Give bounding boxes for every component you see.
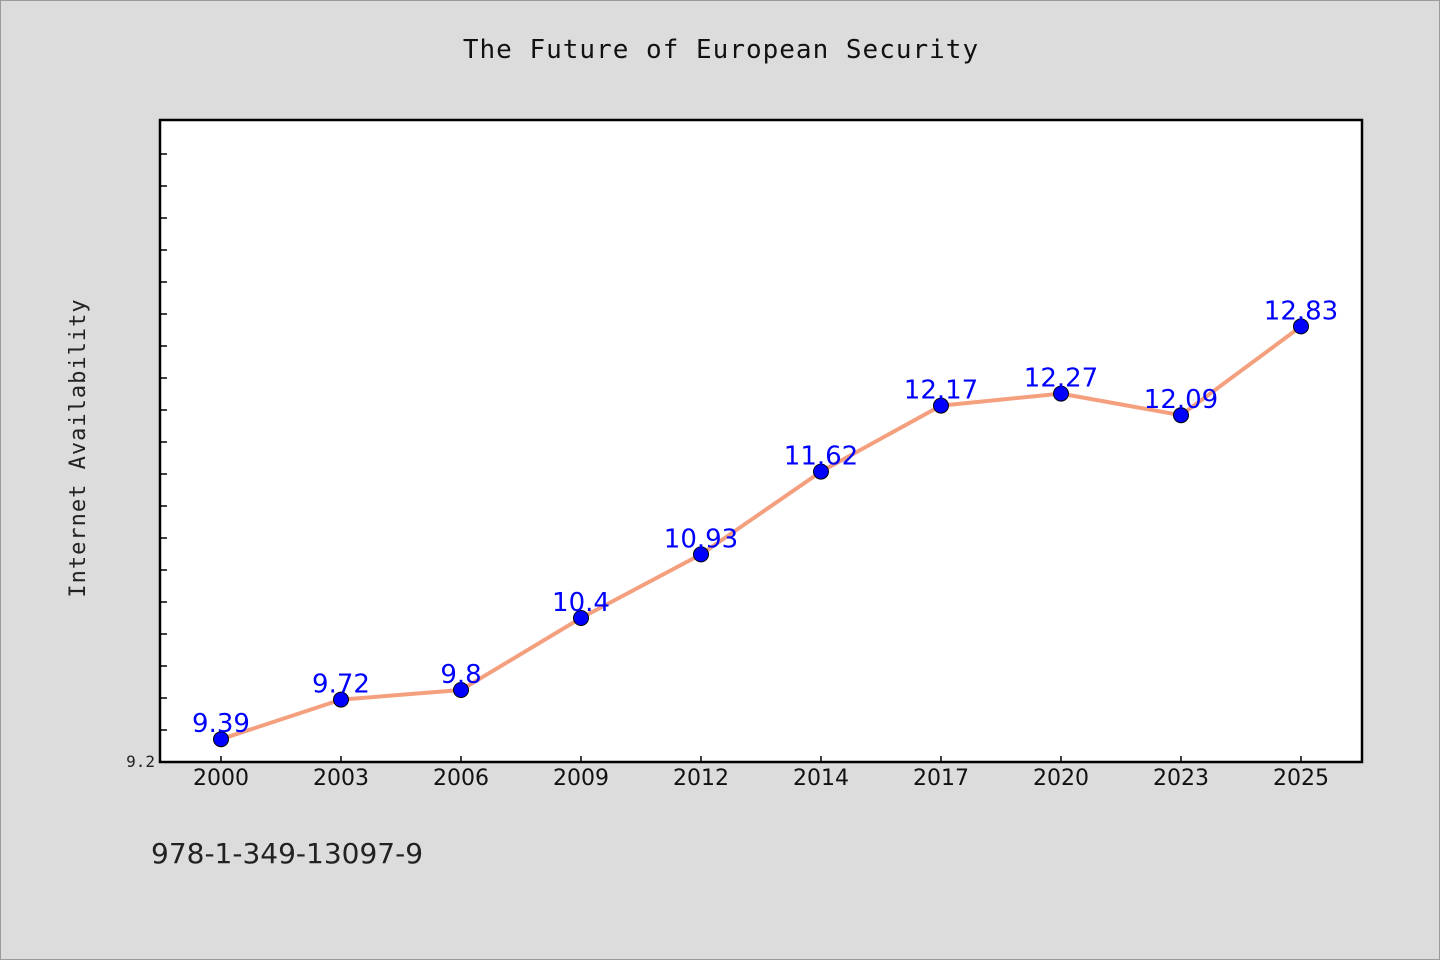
data-point	[1293, 318, 1309, 335]
y-axis-title: Internet Availability	[66, 298, 91, 597]
data-label: 12.17	[904, 376, 978, 406]
x-tick-label: 2012	[673, 766, 729, 791]
x-tick-label: 2025	[1273, 766, 1329, 791]
x-tick-label: 2023	[1153, 766, 1209, 791]
y-tick-label: 9.2	[126, 752, 155, 771]
plot-area	[158, 118, 1364, 764]
data-point	[933, 397, 949, 414]
series-line-group: 9.39 9.72 9.8 10.4 10.93 11.62 12.17 12.27 12.09…	[192, 296, 1338, 748]
x-tick-label: 2003	[313, 766, 369, 791]
x-tick-label: 2000	[193, 766, 249, 791]
y-axis-minor-ticks	[160, 153, 167, 731]
data-point	[333, 691, 349, 708]
data-point	[573, 610, 589, 626]
data-label: 11.62	[784, 442, 858, 472]
footnote-isbn: 978-1-349-13097-9	[151, 837, 424, 870]
data-label: 12.83	[1264, 296, 1338, 326]
series-line	[220, 324, 1303, 742]
chart-title: The Future of European Security	[462, 35, 980, 65]
data-point	[213, 731, 229, 748]
data-label: 10.93	[664, 524, 738, 554]
data-label: 10.4	[552, 588, 610, 618]
data-label: 12.27	[1024, 364, 1098, 394]
data-point	[813, 463, 829, 480]
x-tick-label: 2009	[553, 766, 609, 791]
data-point	[693, 546, 709, 563]
x-tick-label: 2017	[913, 766, 969, 791]
x-tick-label: 2014	[793, 766, 849, 791]
data-point	[453, 682, 469, 698]
data-label: 12.09	[1144, 385, 1218, 415]
data-point	[1053, 385, 1069, 402]
x-axis-ticks: 2000 2003 2006 2009 2012 2014 2017 2020 2023 2025	[193, 756, 1329, 791]
data-label: 9.72	[312, 670, 370, 700]
data-label: 9.39	[192, 709, 250, 739]
x-tick-label: 2006	[433, 766, 489, 791]
x-tick-label: 2020	[1033, 766, 1089, 791]
data-label: 9.8	[440, 660, 481, 690]
data-point	[1173, 407, 1189, 424]
